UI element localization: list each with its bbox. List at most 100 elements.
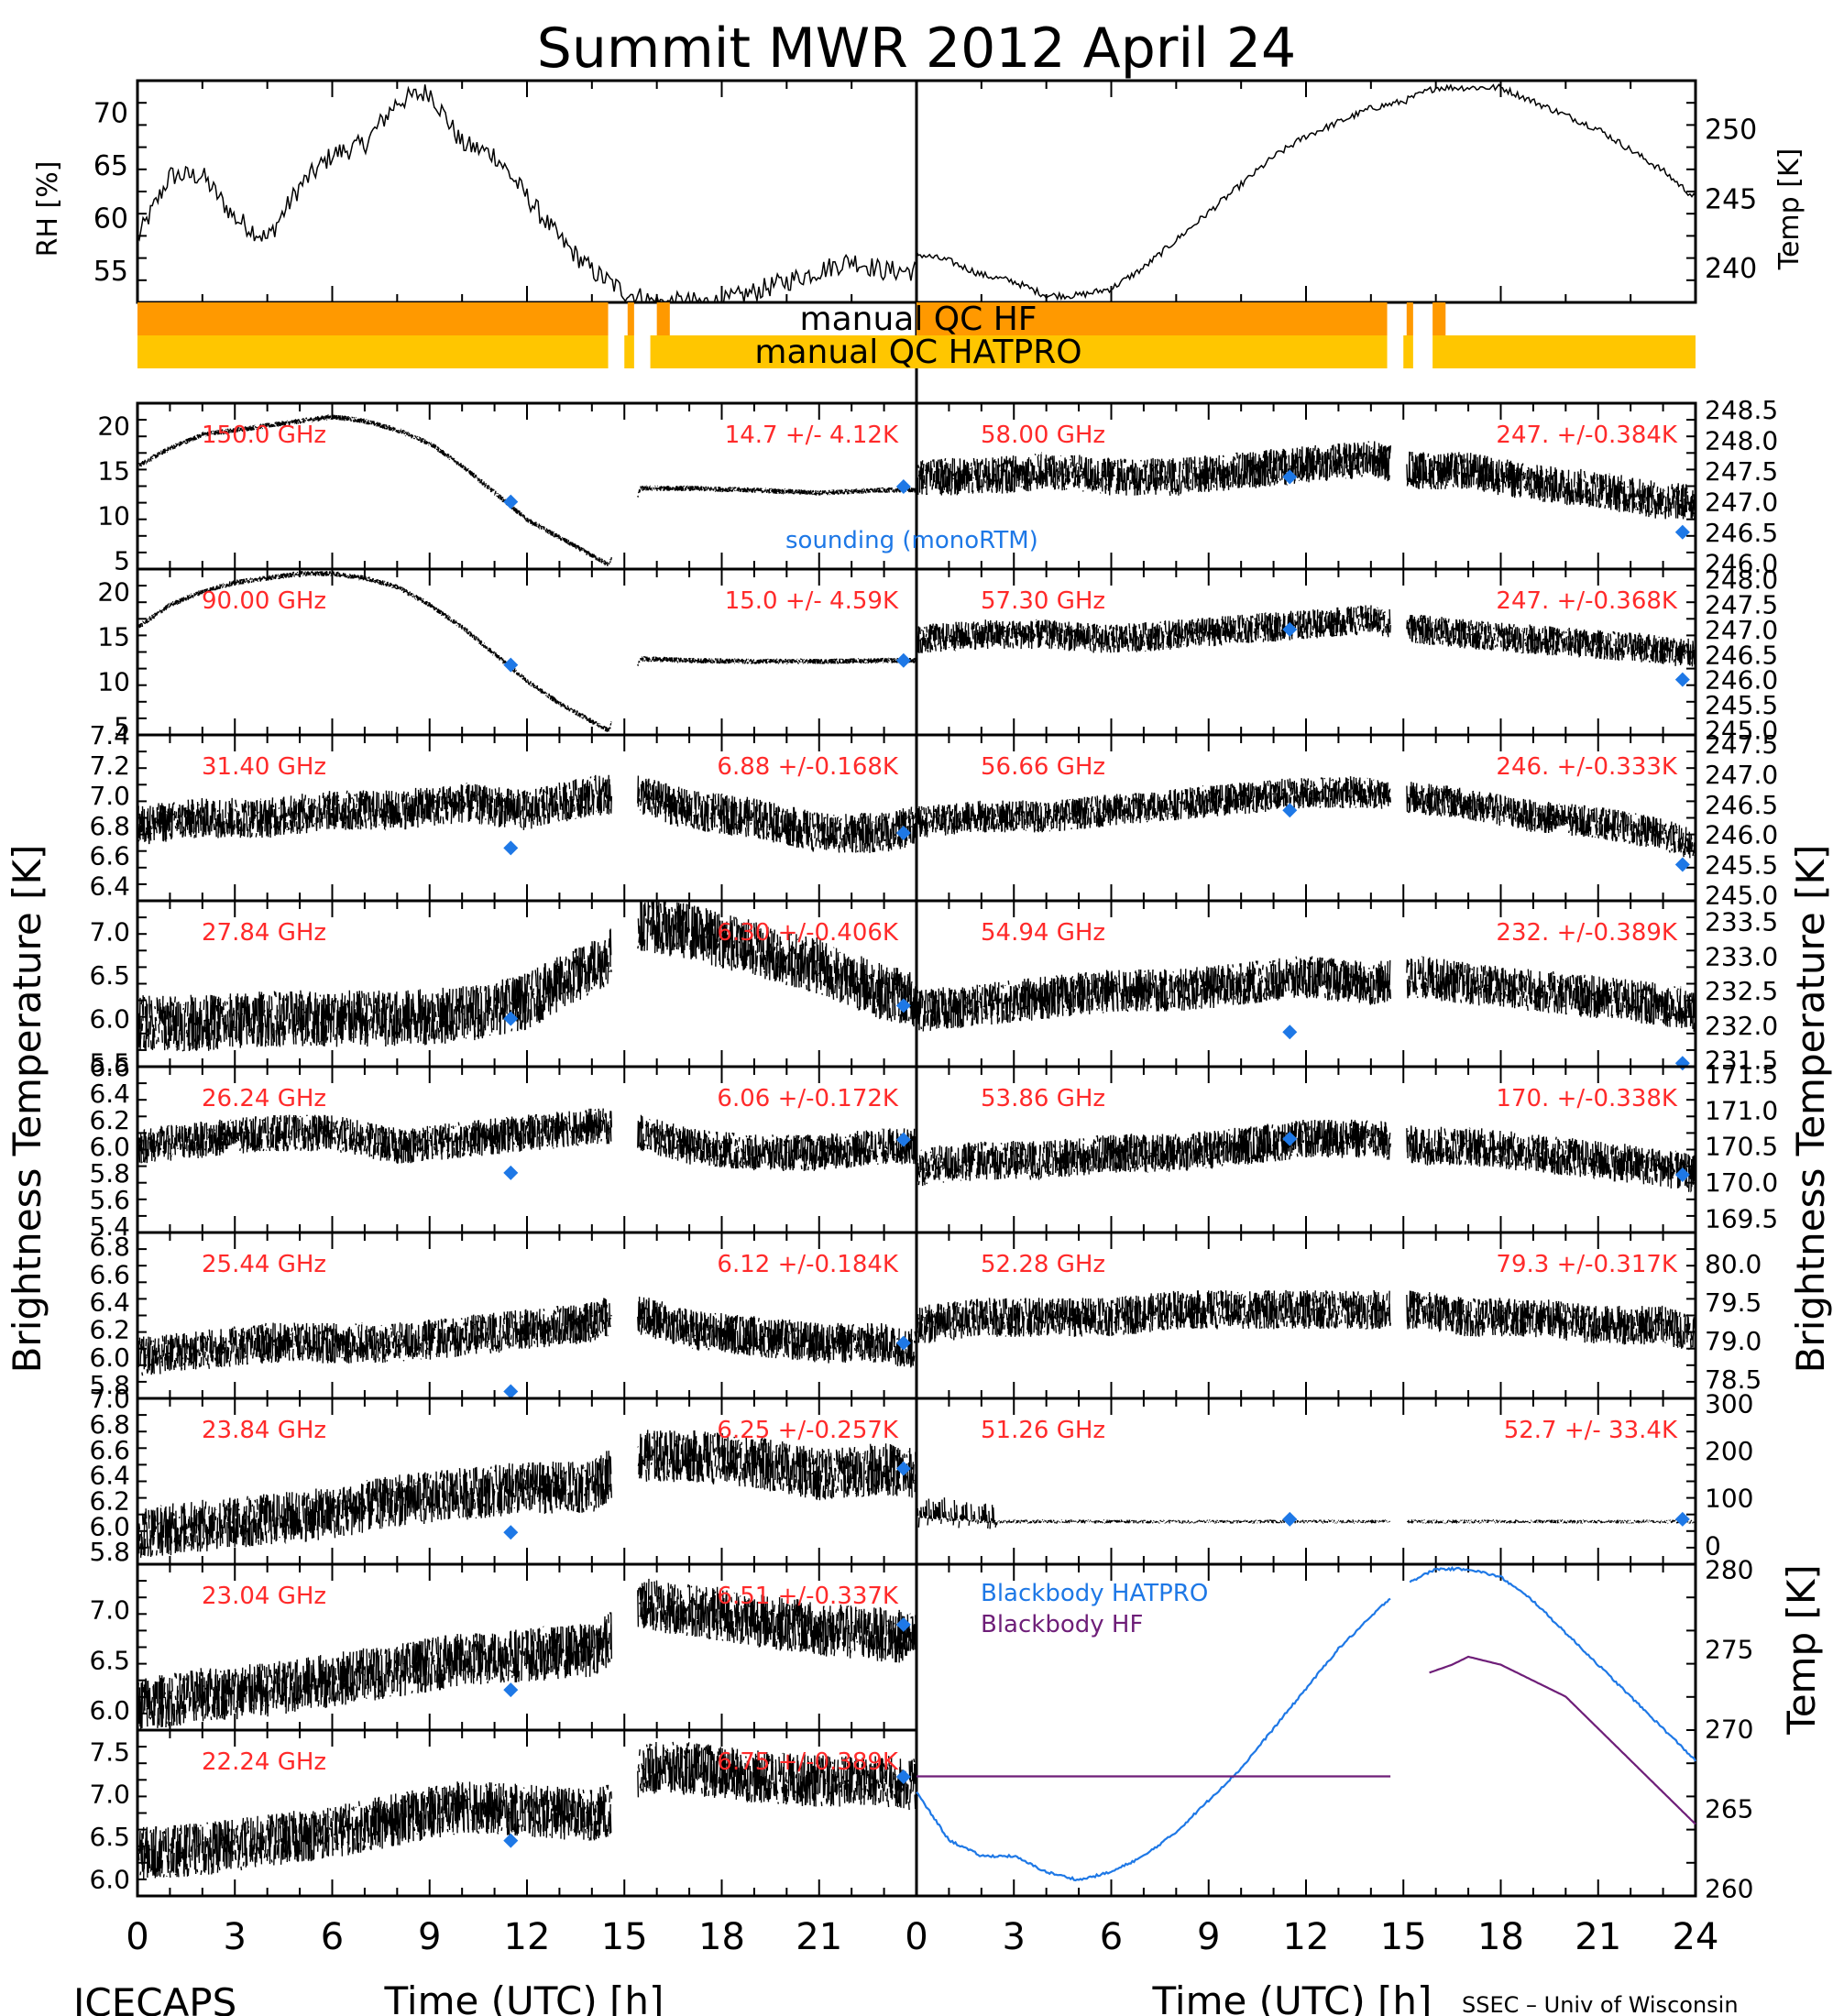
y-tick-label: 6.0 [89,1511,130,1541]
y-tick-label: 7.0 [89,781,130,811]
y-tick-label: 245.0 [1705,880,1778,910]
y-tick-label: 247.0 [1705,615,1778,645]
channel-data-series [916,605,1696,667]
x-tick-label: 24 [1673,1916,1719,1958]
y-tick-label: 6.5 [89,1822,130,1852]
y-tick-label: 6.5 [89,960,130,991]
y-tick-label: 245 [1705,183,1757,215]
blackbody-series [916,1655,1696,1825]
y-tick-label: 270 [1705,1714,1753,1744]
footer-right: SSEC – Univ of Wisconsin [1462,1992,1739,2016]
channel-panel: 5 10 15 20 90.00 GHz 15.0 +/- 4.59K [97,567,918,741]
channel-panel: 5.86.06.26.46.66.87.0 23.84 GHz 6.25 +/-0.… [89,1384,918,1567]
y-tick-label: 15 [97,621,130,652]
y-tick-label: 79.5 [1705,1287,1762,1318]
sounding-point [1282,469,1298,485]
sounding-point [503,494,519,509]
qc-hf-bar [1406,302,1413,335]
channel-label: 23.04 GHz [202,1583,326,1610]
y-tick-label: 200 [1705,1436,1753,1466]
qc-hf-bar [916,302,1388,335]
channel-data-series [137,900,917,1052]
y-tick-label: 100 [1705,1484,1753,1514]
y-tick-label: 6.8 [89,1232,130,1262]
sounding-point [1282,621,1298,637]
y-tick-label: 70 [93,97,128,129]
y-tick-label: 247.0 [1705,487,1778,517]
sounding-point [503,1011,519,1026]
x-tick-label: 12 [504,1916,551,1958]
y-tick-label: 6.2 [89,1105,130,1135]
blackbody-legend-entry: Blackbody HATPRO [981,1580,1208,1607]
channel-label: 27.84 GHz [202,919,326,947]
y-tick-label: 246.5 [1705,640,1778,670]
y-tick-label: 248.0 [1705,564,1778,595]
y-tick-label: 300 [1705,1388,1753,1419]
channel-data-series [137,1578,917,1731]
sounding-point [1674,1511,1690,1527]
x-tick-label: 15 [1380,1916,1427,1958]
channel-data-series [137,1296,917,1376]
x-tick-label: 3 [1003,1916,1026,1958]
rh-line [137,84,917,304]
left-channel-panels: 5 10 15 20 150.0 GHz 14.7 +/- 4.12K 5 10 15 20 90.… [89,401,918,1898]
qc-hatpro-bar [624,335,634,368]
sounding-point [503,1833,519,1848]
channel-data-series [916,441,1696,520]
channel-panel: 5.45.65.86.06.26.46.6 26.24 GHz 6.06 +/-0.… [89,1052,918,1242]
x-tick-label: 0 [126,1916,148,1958]
qc-hf-label: manual QC HF [800,301,1037,338]
sounding-point [895,652,911,668]
y-tick-label: 231.5 [1705,1046,1778,1076]
y-tick-label: 5 [114,545,130,575]
channel-data-series [916,1289,1696,1351]
left-ylabel: Brightness Temperature [K] [5,845,49,1374]
sounding-point [895,1132,911,1147]
y-tick-label: 245.0 [1705,716,1778,746]
sounding-point [1674,1056,1690,1071]
y-tick-label: 7.2 [89,751,130,781]
y-tick-label: 246.0 [1705,548,1778,578]
y-tick-label: 7.4 [89,720,130,751]
x-tick-label: 21 [796,1916,842,1958]
sounding-point [895,1461,911,1476]
y-tick-label: 6.4 [89,1287,130,1317]
y-tick-label: 5.4 [89,1211,130,1242]
y-tick-label: 6.4 [89,871,130,902]
channel-stats: 247. +/-0.368K [1496,587,1678,615]
y-tick-label: 171.5 [1705,1059,1778,1090]
y-tick-label: 6.6 [89,1052,130,1082]
channel-stats: 79.3 +/-0.317K [1496,1251,1678,1278]
channel-panel: 6.0 6.5 7.0 7.5 22.24 GHz 6.75 +/-0.389K [89,1728,918,1898]
sounding-point [1674,672,1690,687]
qc-hatpro-bar [1432,335,1696,368]
y-tick-label: 20 [97,577,130,608]
y-tick-label: 5.6 [89,1185,130,1215]
channel-stats: 6.30 +/-0.406K [717,919,899,947]
qc-hatpro-bar [650,335,1388,368]
channel-stats: 15.0 +/- 4.59K [725,587,899,615]
y-tick-label: 7.0 [89,1384,130,1414]
qc-hf-bar [137,302,609,335]
qc-hatpro-bar [137,335,609,368]
y-tick-label: 6.6 [89,1259,130,1289]
x-tick-label: 18 [698,1916,745,1958]
y-tick-label: 78.5 [1705,1364,1762,1395]
y-tick-label: 5.5 [89,1047,130,1078]
channel-panel: 5.5 6.0 6.5 7.0 27.84 GHz 6.30 +/-0.406K [89,899,918,1078]
y-tick-label: 248.0 [1705,425,1778,455]
xlabel-left: Time (UTC) [h] [384,1978,664,2016]
y-tick-label: 247.5 [1705,729,1778,760]
y-tick-label: 79.0 [1705,1326,1762,1356]
y-tick-label: 0 [1705,1530,1721,1561]
y-tick-label: 7.0 [89,1594,130,1625]
channel-stats: 6.25 +/-0.257K [717,1417,899,1444]
channel-stats: 246. +/-0.333K [1496,753,1678,781]
y-tick-label: 6.8 [89,811,130,841]
y-tick-label: 6.8 [89,1409,130,1440]
blackbody-series [916,1565,1696,1882]
y-tick-label: 7.0 [89,1780,130,1810]
channel-panel: 169.5 170.0 170.5 171.0 171.5 53.86 GHz 170. +… [915,1059,1778,1234]
channel-data-series [916,956,1696,1032]
